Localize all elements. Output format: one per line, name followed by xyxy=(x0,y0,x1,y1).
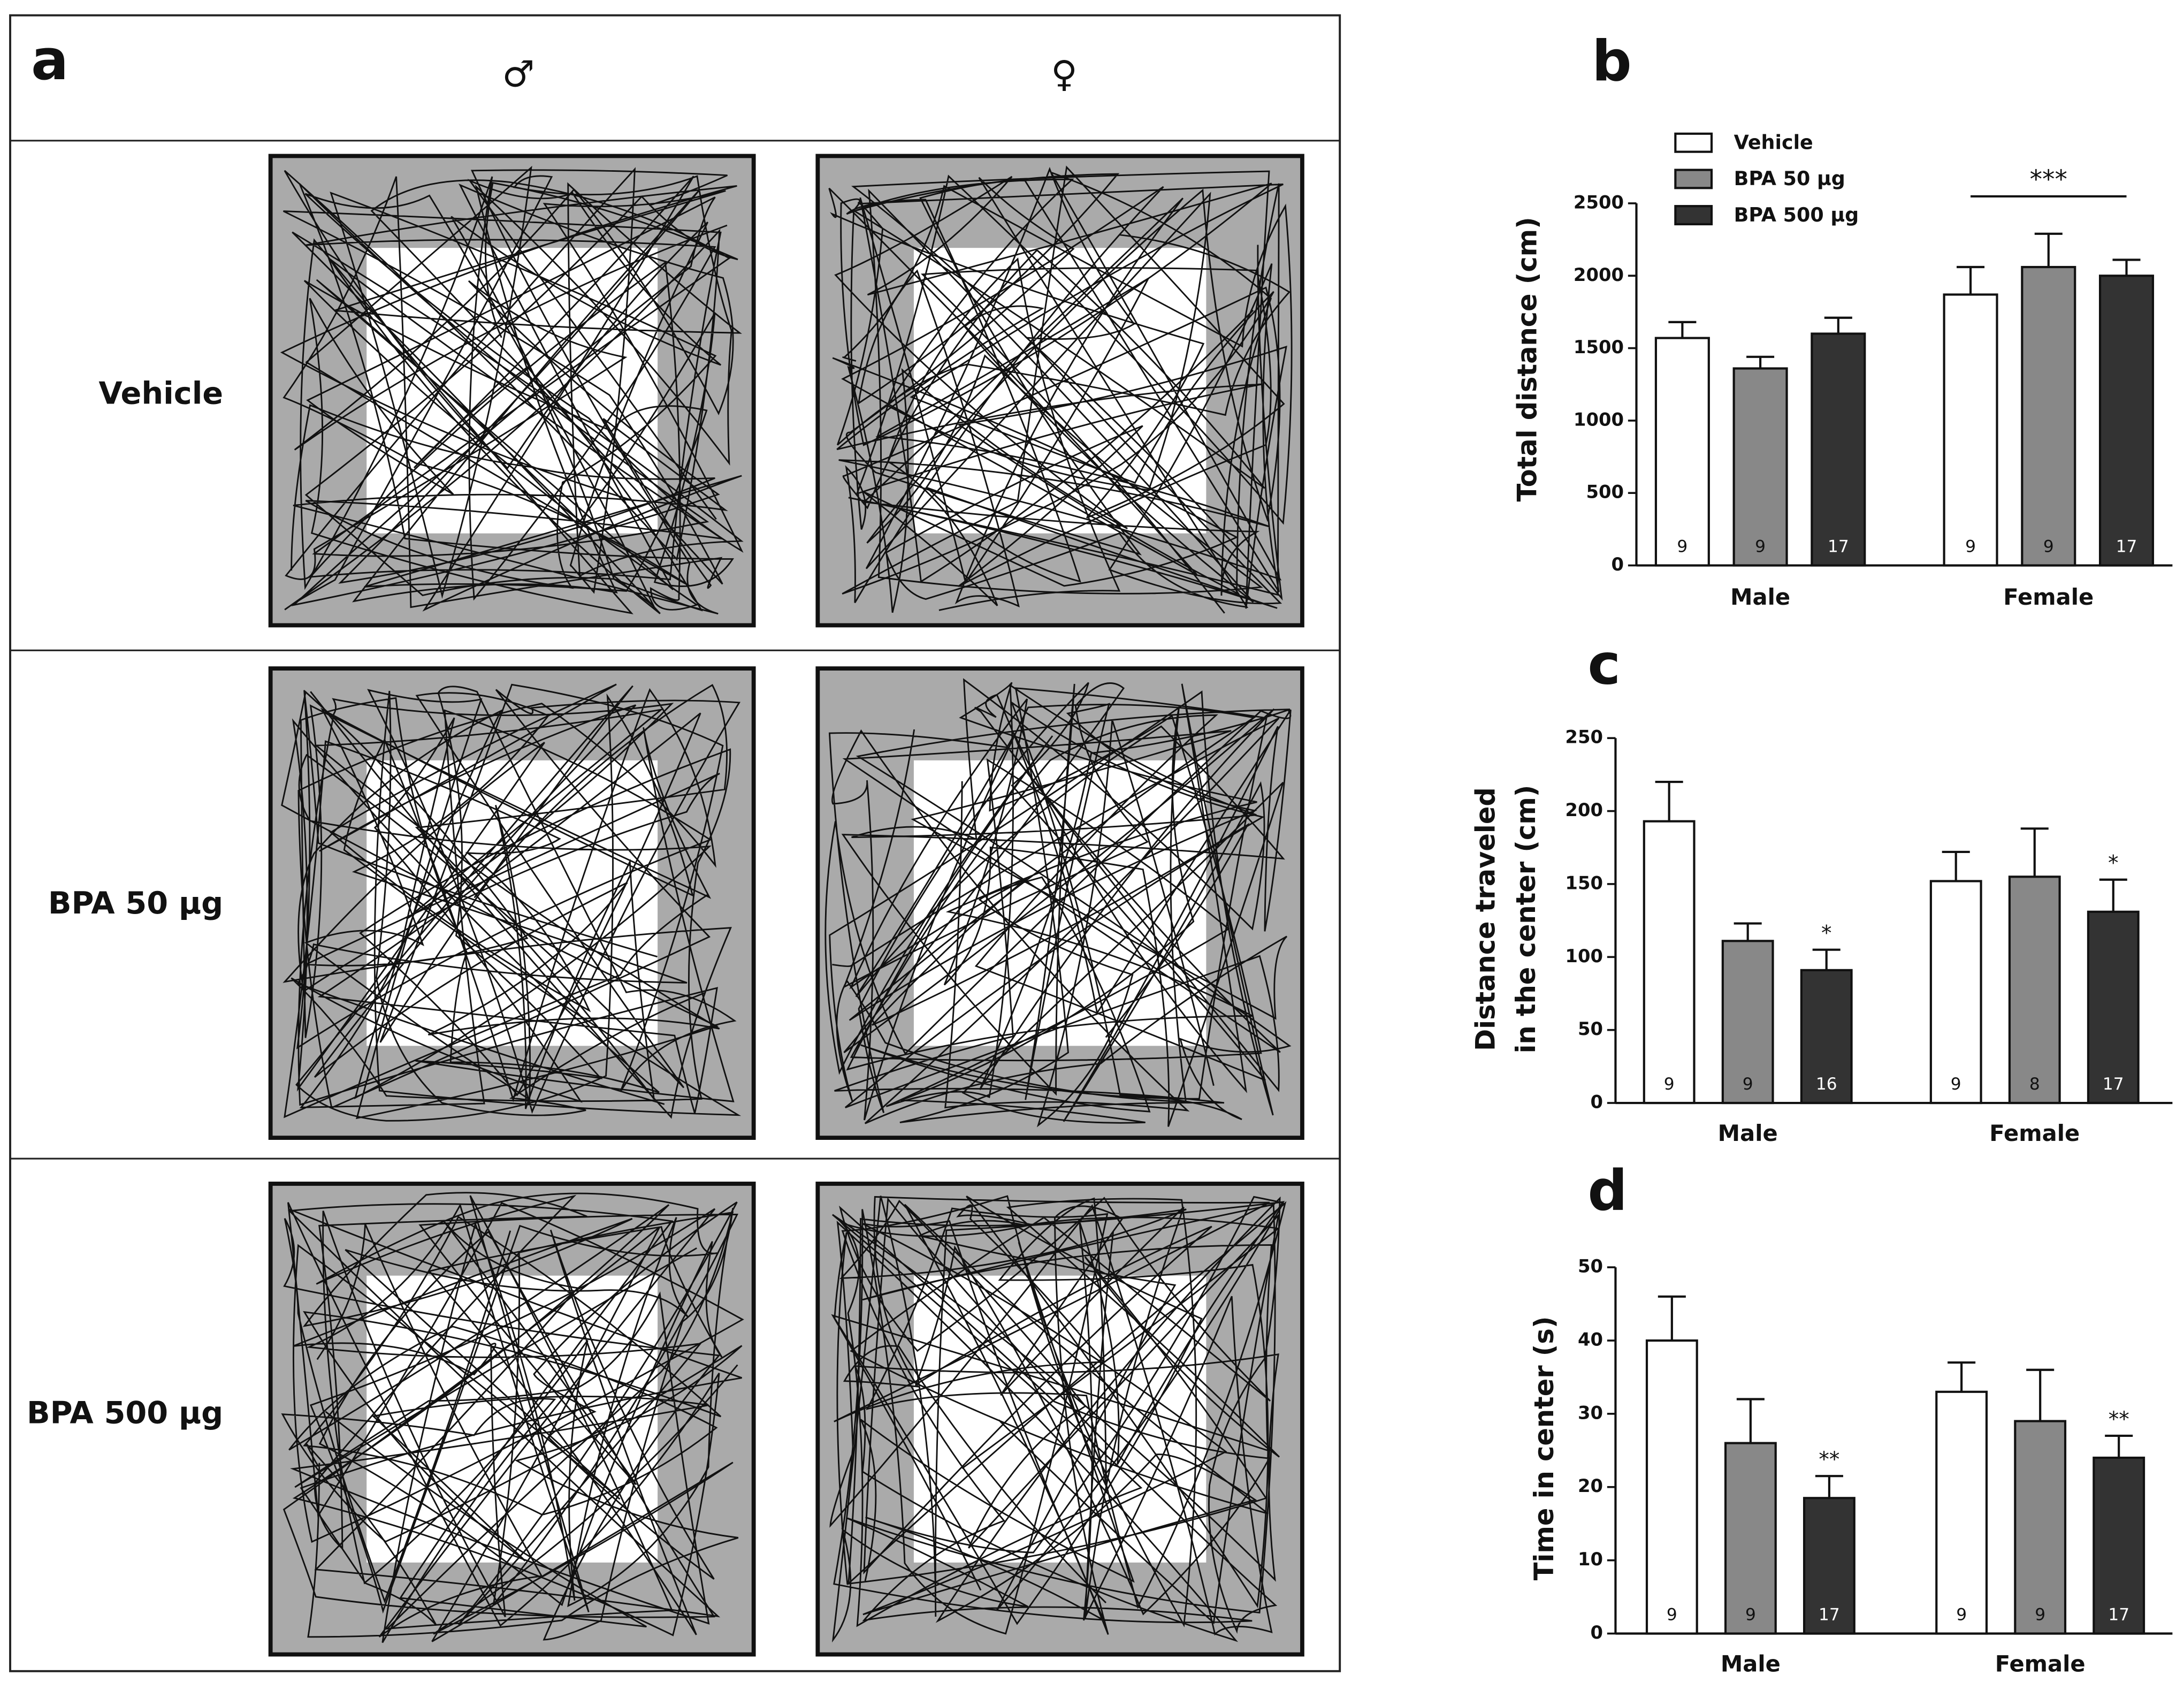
arenas xyxy=(268,154,1304,1657)
y-tick-label: 1000 xyxy=(1574,409,1624,430)
trajectory xyxy=(828,165,1293,614)
column-header: ♂ xyxy=(502,53,535,95)
trajectory xyxy=(829,1195,1287,1643)
row-label: BPA 50 µg xyxy=(48,885,223,921)
y-tick-label: 0 xyxy=(1591,1622,1603,1643)
trajectory xyxy=(280,165,744,615)
n-label: 9 xyxy=(2043,537,2054,557)
significance-label: ** xyxy=(1819,1448,1839,1472)
y-tick-label: 250 xyxy=(1565,727,1603,748)
bar xyxy=(1943,293,1998,567)
panel-label: a xyxy=(31,27,68,93)
y-tick-label: 150 xyxy=(1565,872,1603,893)
panel-label: c xyxy=(1587,631,1621,697)
row-label: BPA 500 µg xyxy=(27,1395,223,1431)
legend-label: BPA 500 µg xyxy=(1734,203,1859,226)
n-label: 9 xyxy=(1743,1075,1753,1094)
legend-swatch xyxy=(1674,132,1713,153)
y-tick-label: 500 xyxy=(1586,482,1624,503)
trajectory xyxy=(281,1192,744,1643)
bar xyxy=(2014,1420,2067,1635)
y-tick-label: 20 xyxy=(1578,1475,1603,1496)
n-label: 17 xyxy=(2108,1605,2129,1625)
n-label: 17 xyxy=(1828,537,1849,557)
x-tick-label: Female xyxy=(1995,1650,2086,1677)
n-label: 16 xyxy=(1816,1075,1837,1094)
bar xyxy=(2087,910,2140,1105)
n-label: 9 xyxy=(1745,1605,1756,1625)
trajectory xyxy=(281,683,742,1122)
bar xyxy=(1811,332,1866,567)
n-label: 17 xyxy=(2116,537,2137,557)
y-axis-label: in the center (cm) xyxy=(1510,785,1541,1054)
bar xyxy=(1935,1390,1988,1635)
bar xyxy=(1929,880,1982,1105)
bar xyxy=(1800,969,1853,1105)
x-tick-label: Female xyxy=(1989,1120,2080,1146)
panel-a-frame xyxy=(9,14,1341,1672)
significance-label: * xyxy=(2108,851,2119,876)
arena-center xyxy=(913,1275,1206,1563)
n-label: 17 xyxy=(2103,1075,2124,1094)
y-tick-label: 50 xyxy=(1578,1018,1603,1039)
significance-label: *** xyxy=(2030,165,2067,194)
y-tick-label: 1500 xyxy=(1574,337,1624,357)
bar xyxy=(2008,876,2061,1105)
column-header: ♀ xyxy=(1051,53,1078,95)
x-tick-label: Female xyxy=(2003,584,2094,610)
bar xyxy=(2021,265,2076,567)
y-tick-label: 10 xyxy=(1578,1549,1603,1570)
legend-label: Vehicle xyxy=(1734,131,1813,154)
bar xyxy=(1732,367,1788,567)
x-tick-label: Male xyxy=(1730,584,1790,610)
n-label: 9 xyxy=(1667,1605,1677,1625)
legend-swatch xyxy=(1674,205,1713,226)
n-label: 9 xyxy=(1664,1075,1675,1094)
significance-label: * xyxy=(1821,922,1832,946)
bar xyxy=(1645,1339,1698,1635)
trajectory xyxy=(824,678,1292,1128)
y-axis-label: Time in center (s) xyxy=(1529,1316,1560,1581)
bar xyxy=(2093,1456,2145,1635)
y-tick-label: 2500 xyxy=(1574,192,1624,212)
n-label: 17 xyxy=(1819,1605,1840,1625)
bar xyxy=(1654,337,1710,567)
y-tick-label: 0 xyxy=(1591,1092,1603,1113)
n-label: 8 xyxy=(2029,1075,2040,1094)
y-tick-label: 100 xyxy=(1565,946,1603,966)
n-label: 9 xyxy=(1677,537,1687,557)
n-label: 9 xyxy=(1956,1605,1967,1625)
panel-label: b xyxy=(1592,29,1632,94)
n-label: 9 xyxy=(1755,537,1766,557)
legend-label: BPA 50 µg xyxy=(1734,167,1845,190)
panel-label: d xyxy=(1587,1158,1628,1223)
y-axis-label: Total distance (cm) xyxy=(1512,217,1543,501)
y-tick-label: 0 xyxy=(1612,554,1624,575)
n-label: 9 xyxy=(1965,537,1976,557)
y-tick-label: 50 xyxy=(1578,1256,1603,1277)
n-label: 9 xyxy=(1951,1075,1961,1094)
bar xyxy=(2098,275,2155,567)
y-axis-label: Distance traveled xyxy=(1470,787,1501,1051)
y-tick-label: 30 xyxy=(1578,1402,1603,1423)
x-tick-label: Male xyxy=(1718,1120,1778,1146)
bar xyxy=(1724,1442,1777,1635)
row-label: Vehicle xyxy=(98,376,223,412)
x-tick-label: Male xyxy=(1721,1650,1781,1677)
y-tick-label: 200 xyxy=(1565,800,1603,820)
significance-label: ** xyxy=(2109,1407,2129,1432)
y-tick-label: 2000 xyxy=(1574,264,1624,285)
legend-swatch xyxy=(1674,169,1713,189)
y-tick-label: 40 xyxy=(1578,1329,1603,1350)
bar xyxy=(1643,820,1696,1105)
bar xyxy=(1721,940,1774,1105)
n-label: 9 xyxy=(2035,1605,2045,1625)
